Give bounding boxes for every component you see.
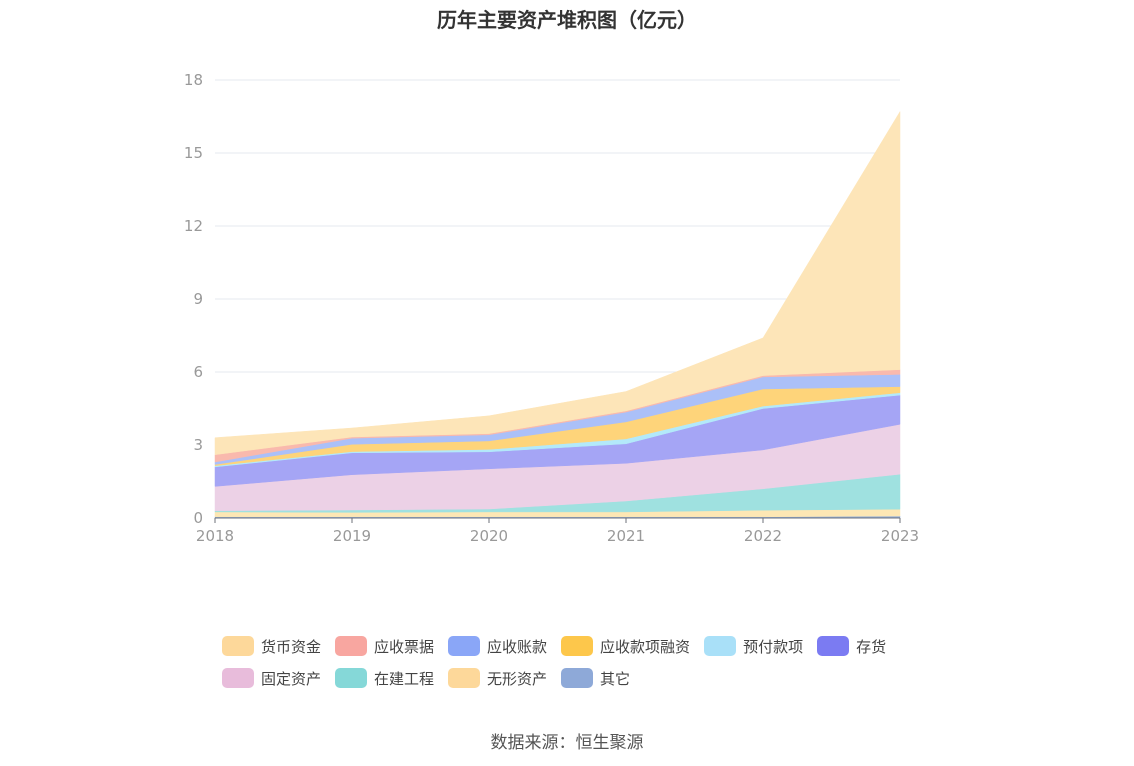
legend-swatch [561,668,594,688]
legend-swatch [335,636,368,656]
y-tick-label: 18 [184,71,203,89]
x-tick-label: 2022 [744,527,782,545]
x-tick-label: 2021 [607,527,645,545]
legend-label: 应收票据 [374,637,435,656]
legend-label: 应收账款 [487,637,548,656]
legend-swatch [222,668,254,688]
legend-swatch [561,636,594,656]
stacked-area-chart: 0369121518其它无形资产在建工程固定资产存货预付款项应收款项融资应收账款… [184,71,919,545]
legend-item[interactable]: 应收票据 [335,636,434,657]
y-tick-label: 6 [193,363,203,381]
x-tick-label: 2023 [881,527,919,545]
legend-swatch [704,636,737,656]
legend-label: 存货 [856,637,887,656]
legend-item[interactable]: 其它 [561,668,630,689]
legend-label: 固定资产 [261,669,322,688]
legend-label: 无形资产 [487,669,548,688]
y-tick-label: 9 [193,290,203,308]
legend-label: 在建工程 [374,669,435,688]
legend-item[interactable]: 货币资金 [222,636,321,657]
legend-item[interactable]: 固定资产 [222,668,321,689]
x-tick-label: 2020 [470,527,508,545]
legend-swatch [448,668,481,688]
legend-row: 货币资金 应收票据 应收账款 应收款项融资 预付款项 存货 [222,630,942,662]
legend-label: 其它 [600,669,631,688]
legend-label: 预付款项 [743,637,804,656]
legend-row: 固定资产 在建工程 无形资产 其它 [222,662,942,694]
y-tick-label: 3 [193,436,203,454]
legend-item[interactable]: 在建工程 [335,668,434,689]
legend: 货币资金 应收票据 应收账款 应收款项融资 预付款项 存货 固定资产 在建工程 无形资产 其它 [222,630,942,694]
y-tick-label: 15 [184,144,203,162]
data-source: 数据来源：恒生聚源 [490,733,644,753]
chart-title: 历年主要资产堆积图（亿元） [437,8,697,32]
legend-item[interactable]: 应收款项融资 [561,636,690,657]
area-series: 货币资金 [214,110,901,455]
legend-swatch [335,668,368,688]
legend-label: 货币资金 [261,637,322,656]
legend-label: 应收款项融资 [600,637,691,656]
legend-item[interactable]: 应收账款 [448,636,547,657]
legend-item[interactable]: 无形资产 [448,668,547,689]
legend-item[interactable]: 存货 [817,636,886,657]
y-tick-label: 0 [193,509,203,527]
legend-swatch [817,636,850,656]
legend-swatch [448,636,481,656]
legend-swatch [222,636,254,656]
legend-item[interactable]: 预付款项 [704,636,803,657]
x-tick-label: 2018 [196,527,234,545]
x-tick-label: 2019 [333,527,371,545]
y-tick-label: 12 [184,217,203,235]
